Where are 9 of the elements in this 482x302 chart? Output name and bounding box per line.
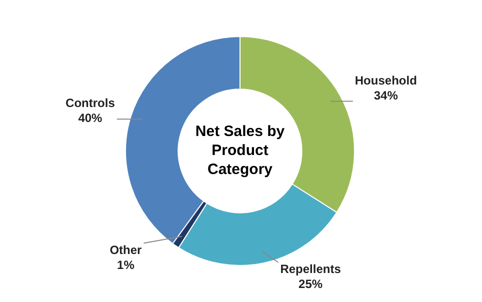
data-label: 34% [374, 88, 398, 102]
data-label: 1% [117, 258, 135, 272]
slice-label: Other [110, 242, 142, 257]
slice-label: Household [354, 73, 417, 88]
slice-label: Repellents [280, 262, 342, 276]
slice-label: Controls [66, 96, 116, 110]
text: Net Sales by Product Category [195, 123, 286, 178]
data-label: 40% [78, 110, 103, 125]
data-label: 25% [298, 277, 323, 292]
